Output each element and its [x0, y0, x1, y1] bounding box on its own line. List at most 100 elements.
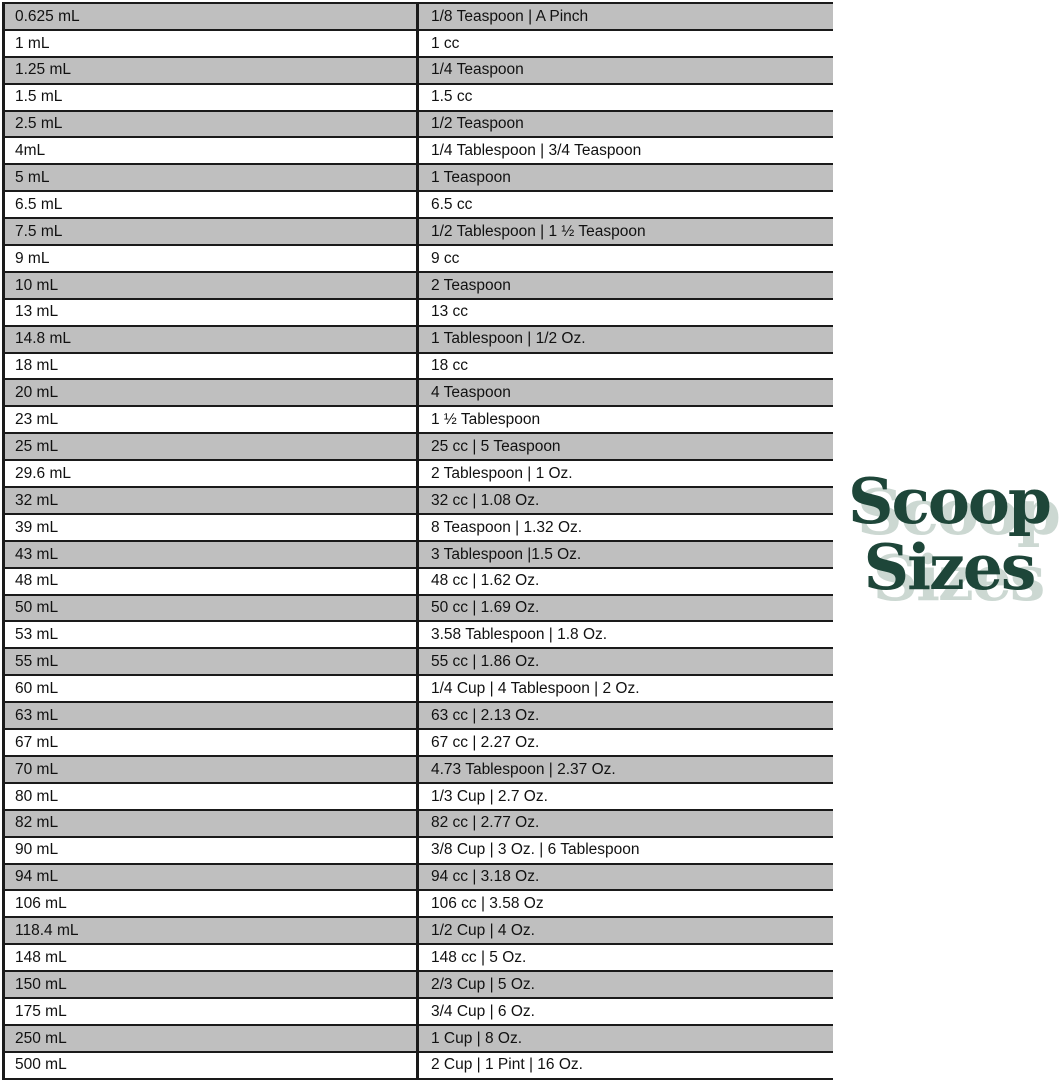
conversion-cell: 1 Tablespoon | 1/2 Oz. [417, 324, 833, 354]
conversion-cell: 3/8 Cup | 3 Oz. | 6 Tablespoon [417, 835, 833, 865]
table-row: 63 mL 63 cc | 2.13 Oz. [2, 701, 833, 731]
ml-cell: 1.25 mL [2, 55, 419, 85]
conversion-cell: 1 cc [417, 28, 833, 58]
conversion-cell: 148 cc | 5 Oz. [417, 943, 833, 973]
table-row: 94 mL 94 cc | 3.18 Oz. [2, 862, 833, 892]
conversion-cell: 4.73 Tablespoon | 2.37 Oz. [417, 754, 833, 784]
ml-cell: 39 mL [2, 512, 419, 542]
conversion-cell: 3.58 Tablespoon | 1.8 Oz. [417, 620, 833, 650]
table-row: 39 mL 8 Teaspoon | 1.32 Oz. [2, 512, 833, 542]
table-row: 14.8 mL 1 Tablespoon | 1/2 Oz. [2, 324, 833, 354]
conversion-cell: 48 cc | 1.62 Oz. [417, 566, 833, 596]
ml-cell: 29.6 mL [2, 459, 419, 489]
conversion-cell: 1 Cup | 8 Oz. [417, 1023, 833, 1053]
ml-cell: 82 mL [2, 808, 419, 838]
conversion-cell: 2 Tablespoon | 1 Oz. [417, 459, 833, 489]
table-row: 43 mL 3 Tablespoon |1.5 Oz. [2, 539, 833, 569]
conversion-cell: 32 cc | 1.08 Oz. [417, 486, 833, 515]
conversion-cell: 1/8 Teaspoon | A Pinch [417, 2, 833, 31]
ml-cell: 90 mL [2, 835, 419, 865]
conversion-cell: 6.5 cc [417, 190, 833, 220]
conversion-cell: 1/4 Teaspoon [417, 55, 833, 85]
conversion-cell: 1/3 Cup | 2.7 Oz. [417, 781, 833, 811]
table-row: 5 mL 1 Teaspoon [2, 163, 833, 193]
ml-cell: 63 mL [2, 701, 419, 731]
table-row: 250 mL 1 Cup | 8 Oz. [2, 1023, 833, 1053]
ml-cell: 106 mL [2, 889, 419, 919]
table-row: 148 mL 148 cc | 5 Oz. [2, 943, 833, 973]
table-row: 6.5 mL 6.5 cc [2, 190, 833, 220]
conversion-cell: 8 Teaspoon | 1.32 Oz. [417, 512, 833, 542]
logo-line-1: Scoop [848, 464, 1052, 538]
table-row: 53 mL 3.58 Tablespoon | 1.8 Oz. [2, 620, 833, 650]
table-row: 90 mL 3/8 Cup | 3 Oz. | 6 Tablespoon [2, 835, 833, 865]
ml-cell: 500 mL [2, 1050, 419, 1080]
conversion-cell: 2/3 Cup | 5 Oz. [417, 970, 833, 999]
table-row: 106 mL 106 cc | 3.58 Oz [2, 889, 833, 919]
conversion-cell: 13 cc [417, 297, 833, 327]
ml-cell: 50 mL [2, 593, 419, 623]
ml-cell: 7.5 mL [2, 217, 419, 247]
table-row: 150 mL 2/3 Cup | 5 Oz. [2, 970, 833, 999]
ml-cell: 1.5 mL [2, 82, 419, 112]
conversion-cell: 18 cc [417, 351, 833, 381]
ml-cell: 2.5 mL [2, 109, 419, 139]
conversion-table: 0.625 mL 1/8 Teaspoon | A Pinch 1 mL 1 c… [2, 2, 833, 1080]
table-row: 10 mL 2 Teaspoon [2, 270, 833, 300]
table-row: 13 mL 13 cc [2, 297, 833, 327]
ml-cell: 20 mL [2, 378, 419, 408]
table-row: 82 mL 82 cc | 2.77 Oz. [2, 808, 833, 838]
conversion-cell: 1 Teaspoon [417, 163, 833, 193]
table-row: 25 mL 25 cc | 5 Teaspoon [2, 432, 833, 462]
conversion-cell: 1/2 Teaspoon [417, 109, 833, 139]
table-row: 48 mL 48 cc | 1.62 Oz. [2, 566, 833, 596]
table-row: 4mL 1/4 Tablespoon | 3/4 Teaspoon [2, 136, 833, 166]
conversion-cell: 1/2 Tablespoon | 1 ½ Teaspoon [417, 217, 833, 247]
ml-cell: 118.4 mL [2, 916, 419, 946]
ml-cell: 4mL [2, 136, 419, 166]
conversion-cell: 2 Cup | 1 Pint | 16 Oz. [417, 1050, 833, 1080]
conversion-cell: 55 cc | 1.86 Oz. [417, 647, 833, 677]
conversion-cell: 50 cc | 1.69 Oz. [417, 593, 833, 623]
table-row: 1.25 mL 1/4 Teaspoon [2, 55, 833, 85]
ml-cell: 32 mL [2, 486, 419, 515]
ml-cell: 23 mL [2, 405, 419, 435]
conversion-cell: 4 Teaspoon [417, 378, 833, 408]
ml-cell: 67 mL [2, 728, 419, 757]
table-row: 0.625 mL 1/8 Teaspoon | A Pinch [2, 2, 833, 31]
ml-cell: 175 mL [2, 996, 419, 1026]
table-row: 23 mL 1 ½ Tablespoon [2, 405, 833, 435]
table-row: 70 mL 4.73 Tablespoon | 2.37 Oz. [2, 754, 833, 784]
table-row: 80 mL 1/3 Cup | 2.7 Oz. [2, 781, 833, 811]
conversion-cell: 1/2 Cup | 4 Oz. [417, 916, 833, 946]
ml-cell: 14.8 mL [2, 324, 419, 354]
logo-line-2: Sizes [863, 530, 1037, 605]
ml-cell: 70 mL [2, 754, 419, 784]
conversion-table-body: 0.625 mL 1/8 Teaspoon | A Pinch 1 mL 1 c… [2, 2, 833, 1080]
ml-cell: 80 mL [2, 781, 419, 811]
table-row: 7.5 mL 1/2 Tablespoon | 1 ½ Teaspoon [2, 217, 833, 247]
ml-cell: 55 mL [2, 647, 419, 677]
conversion-cell: 106 cc | 3.58 Oz [417, 889, 833, 919]
ml-cell: 6.5 mL [2, 190, 419, 220]
table-row: 500 mL 2 Cup | 1 Pint | 16 Oz. [2, 1050, 833, 1080]
ml-cell: 0.625 mL [2, 2, 419, 31]
ml-cell: 25 mL [2, 432, 419, 462]
ml-cell: 5 mL [2, 163, 419, 193]
table-row: 55 mL 55 cc | 1.86 Oz. [2, 647, 833, 677]
ml-cell: 48 mL [2, 566, 419, 596]
table-row: 50 mL 50 cc | 1.69 Oz. [2, 593, 833, 623]
table-row: 20 mL 4 Teaspoon [2, 378, 833, 408]
conversion-cell: 1.5 cc [417, 82, 833, 112]
ml-cell: 13 mL [2, 297, 419, 327]
conversion-cell: 9 cc [417, 244, 833, 273]
conversion-cell: 82 cc | 2.77 Oz. [417, 808, 833, 838]
table-row: 9 mL 9 cc [2, 244, 833, 273]
conversion-cell: 1/4 Tablespoon | 3/4 Teaspoon [417, 136, 833, 166]
table-row: 118.4 mL 1/2 Cup | 4 Oz. [2, 916, 833, 946]
ml-cell: 148 mL [2, 943, 419, 973]
scoop-sizes-logo: Scoop Sizes [838, 468, 1060, 600]
conversion-cell: 25 cc | 5 Teaspoon [417, 432, 833, 462]
conversion-cell: 1/4 Cup | 4 Tablespoon | 2 Oz. [417, 674, 833, 704]
